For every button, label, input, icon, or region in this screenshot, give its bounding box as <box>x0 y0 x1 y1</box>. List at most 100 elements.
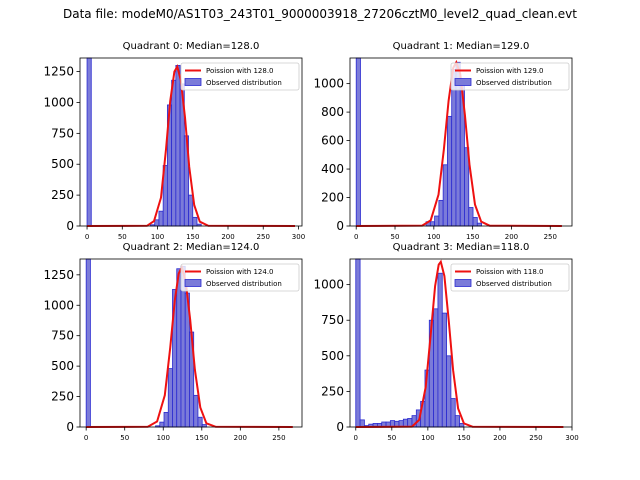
histogram-bar <box>468 207 474 227</box>
x-tick-label: 300 <box>292 233 305 241</box>
y-tick-label: 500 <box>51 157 74 171</box>
histogram-bar <box>85 258 91 428</box>
y-tick-label: 750 <box>51 126 74 140</box>
y-tick-label: 500 <box>321 349 344 363</box>
y-tick-label: 600 <box>321 134 344 148</box>
y-tick-label: 800 <box>321 105 344 119</box>
x-tick-label: 200 <box>505 233 518 241</box>
histogram-bar <box>434 215 440 227</box>
histogram-bar <box>193 394 199 428</box>
x-tick-label: 250 <box>257 233 270 241</box>
y-tick-label: 250 <box>51 188 74 202</box>
poisson-fit-line <box>355 259 564 428</box>
x-tick-label: 50 <box>118 233 127 241</box>
legend-fit-label: Poission with 128.0 <box>206 67 274 75</box>
x-tick-label: 50 <box>391 233 400 241</box>
histogram-bar <box>446 355 452 428</box>
histogram-bar <box>441 312 447 428</box>
legend-hist-label: Observed distribution <box>476 79 552 87</box>
histogram-bar <box>175 65 181 227</box>
legend: Poission with 124.0 Observed distribution <box>180 263 300 292</box>
x-tick-label: 150 <box>186 233 199 241</box>
legend-fit-label: Poission with 124.0 <box>206 268 274 276</box>
poisson-fit-line <box>86 63 296 227</box>
legend-fit-label: Poission with 129.0 <box>476 67 544 75</box>
plot-frame <box>349 57 573 227</box>
x-tick-label: 200 <box>221 233 234 241</box>
figure-title: Data file: modeM0/AS1T03_243T01_90000039… <box>63 7 577 21</box>
histogram-bar <box>433 308 439 428</box>
x-tick-label: 0 <box>354 233 358 241</box>
legend-bar-swatch <box>184 78 202 86</box>
histogram-bar <box>476 222 482 227</box>
x-tick-label: 100 <box>151 233 164 241</box>
x-tick-label: 0 <box>85 233 89 241</box>
histogram-bar <box>355 57 361 227</box>
y-tick-label: 1250 <box>43 65 74 79</box>
legend-bar-swatch <box>454 78 472 86</box>
y-tick-label: 1000 <box>313 77 344 91</box>
legend-box <box>450 62 570 91</box>
histogram-bar <box>447 115 453 227</box>
quadrant-3-chart: 0 250 500 750 1000 0 50 100 150 200 250 300 Quadrant… <box>313 242 578 442</box>
y-tick-label: 500 <box>51 359 74 373</box>
histogram-bar <box>437 272 443 428</box>
histogram-bar <box>171 79 177 227</box>
x-tick-label: 50 <box>120 434 129 442</box>
y-tick-label: 750 <box>51 329 74 343</box>
legend-bar-swatch <box>454 279 472 287</box>
y-tick-label: 0 <box>336 420 344 434</box>
histogram-bar <box>163 411 169 428</box>
quadrant-2-chart: 0 250 500 750 1000 1250 0 50 100 150 200 250 Quadran… <box>43 242 303 442</box>
x-tick-label: 0 <box>84 434 88 442</box>
x-tick-label: 0 <box>354 434 358 442</box>
histogram-bar <box>359 419 365 428</box>
histogram-bar <box>450 398 456 428</box>
legend-hist-label: Observed distribution <box>476 280 552 288</box>
legend: Poission with 129.0 Observed distribution <box>450 62 570 91</box>
x-tick-label: 200 <box>493 434 506 442</box>
histogram-bar <box>188 194 194 227</box>
legend-hist-label: Observed distribution <box>206 79 282 87</box>
quadrant-0-chart: 0 250 500 750 1000 1250 0 50 100 150 200 250 300 Quad… <box>43 41 305 241</box>
panel-title: Quadrant 3: Median=118.0 <box>393 242 530 253</box>
x-tick-label: 250 <box>272 434 285 442</box>
histogram-bar <box>451 68 457 227</box>
histogram-bar <box>86 57 92 227</box>
histogram-bar <box>176 268 182 428</box>
y-tick-label: 0 <box>336 219 344 233</box>
y-tick-label: 1000 <box>43 298 74 312</box>
legend-bar-swatch <box>184 279 202 287</box>
poisson-fit-line <box>356 59 562 227</box>
histogram-bar <box>438 199 444 227</box>
y-tick-label: 250 <box>321 384 344 398</box>
y-tick-label: 1000 <box>313 278 344 292</box>
y-tick-label: 750 <box>321 313 344 327</box>
panel-title: Quadrant 2: Median=124.0 <box>123 242 260 253</box>
histogram-bar <box>167 368 173 428</box>
panel-title: Quadrant 0: Median=128.0 <box>123 41 260 52</box>
quadrant-1-chart: 0 200 400 600 800 1000 0 50 100 150 200 250 Quadrant… <box>313 41 573 241</box>
histogram-bar <box>197 416 203 428</box>
legend-box <box>450 263 570 292</box>
legend: Poission with 128.0 Observed distribution <box>180 62 300 91</box>
legend-hist-label: Observed distribution <box>206 280 282 288</box>
y-tick-label: 200 <box>321 191 344 205</box>
legend-fit-label: Poission with 118.0 <box>476 268 544 276</box>
y-tick-label: 0 <box>66 219 74 233</box>
plot-frame <box>349 258 573 428</box>
y-tick-label: 1250 <box>43 268 74 282</box>
legend-box <box>180 263 300 292</box>
x-tick-label: 150 <box>457 434 470 442</box>
histogram-bar <box>158 210 164 227</box>
histogram-bar <box>154 219 160 227</box>
x-tick-label: 50 <box>387 434 396 442</box>
y-tick-label: 1000 <box>43 95 74 109</box>
histogram-bar <box>429 221 436 227</box>
legend-box <box>180 62 300 91</box>
panel-title: Quadrant 1: Median=129.0 <box>393 41 530 52</box>
x-tick-label: 100 <box>427 233 440 241</box>
histogram-bar <box>159 421 165 428</box>
x-tick-label: 100 <box>157 434 170 442</box>
